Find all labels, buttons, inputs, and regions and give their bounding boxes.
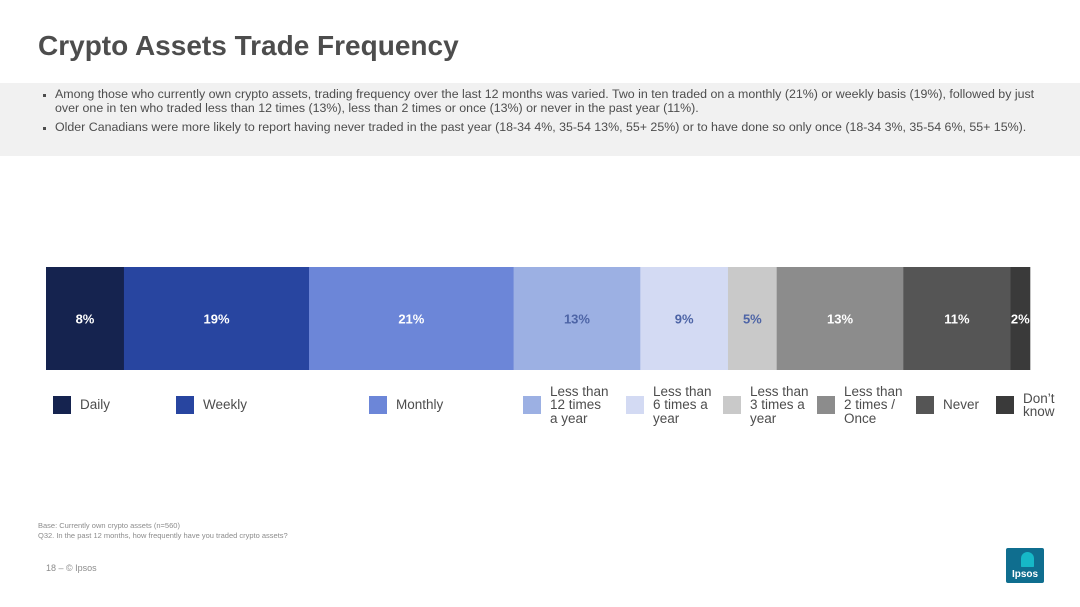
bar-segment-8 — [903, 267, 1011, 370]
source-note: Base: Currently own crypto assets (n=560… — [38, 521, 288, 541]
data-label-9: 2% — [1011, 312, 1030, 327]
logo-mark — [1021, 552, 1034, 567]
summary-bullet: Among those who currently own crypto ass… — [55, 87, 1040, 115]
bar-segment-6 — [727, 267, 777, 370]
ipsos-logo: Ipsos — [1006, 548, 1044, 583]
bar-segment-7 — [776, 267, 904, 370]
legend-label: Don’t know — [1023, 390, 1055, 419]
bar-segment-9 — [1010, 267, 1031, 370]
bar-segment-5 — [640, 267, 729, 370]
bar-segment-4 — [513, 267, 641, 370]
summary-box: Among those who currently own crypto ass… — [0, 83, 1080, 156]
legend-label: Less than 12 times a year — [550, 383, 609, 426]
legend-swatch — [916, 396, 934, 414]
legend-item-3: Monthly — [369, 381, 443, 429]
legend-label: Less than 6 times a year — [653, 383, 712, 426]
question-note: Q32. In the past 12 months, how frequent… — [38, 531, 288, 540]
bar-segment-1 — [46, 267, 125, 370]
legend-swatch — [369, 396, 387, 414]
legend-label: Less than 3 times a year — [750, 383, 809, 426]
legend-label: Never — [943, 397, 980, 413]
legend-swatch — [626, 396, 644, 414]
legend-swatch — [996, 396, 1014, 414]
bar-segment-3 — [309, 267, 514, 370]
legend-label: Monthly — [396, 397, 444, 413]
data-label-6: 5% — [743, 312, 762, 327]
data-label-5: 9% — [675, 312, 694, 327]
data-label-8: 11% — [944, 312, 970, 327]
legend-label: Daily — [80, 397, 111, 413]
legend-swatch — [53, 396, 71, 414]
legend-item-1: Daily — [53, 381, 110, 429]
legend-swatch — [176, 396, 194, 414]
legend-item-5: Less than 6 times a year — [626, 381, 712, 429]
legend-label: Less than 2 times / Once — [844, 383, 903, 426]
legend-swatch — [723, 396, 741, 414]
logo-text: Ipsos — [1011, 569, 1039, 580]
legend-swatch — [523, 396, 541, 414]
data-label-3: 21% — [398, 312, 424, 327]
legend-item-4: Less than 12 times a year — [523, 381, 609, 429]
legend-label: Weekly — [203, 397, 248, 413]
legend-item-8: Never — [916, 381, 979, 429]
data-label-4: 13% — [564, 312, 590, 327]
data-label-2: 19% — [203, 312, 229, 327]
page-footer: 18 – © Ipsos — [46, 563, 97, 573]
legend-swatch — [817, 396, 835, 414]
data-label-1: 8% — [76, 312, 95, 327]
base-note: Base: Currently own crypto assets (n=560… — [38, 521, 180, 530]
legend-item-7: Less than 2 times / Once — [817, 381, 903, 429]
summary-bullet: Older Canadians were more likely to repo… — [55, 120, 1040, 135]
legend-item-6: Less than 3 times a year — [723, 381, 809, 429]
bar-segment-2 — [123, 267, 310, 370]
legend-item-9: Don’t know — [996, 381, 1055, 429]
page-title: Crypto Assets Trade Frequency — [38, 30, 459, 61]
legend-item-2: Weekly — [176, 381, 247, 429]
data-label-7: 13% — [827, 312, 853, 327]
